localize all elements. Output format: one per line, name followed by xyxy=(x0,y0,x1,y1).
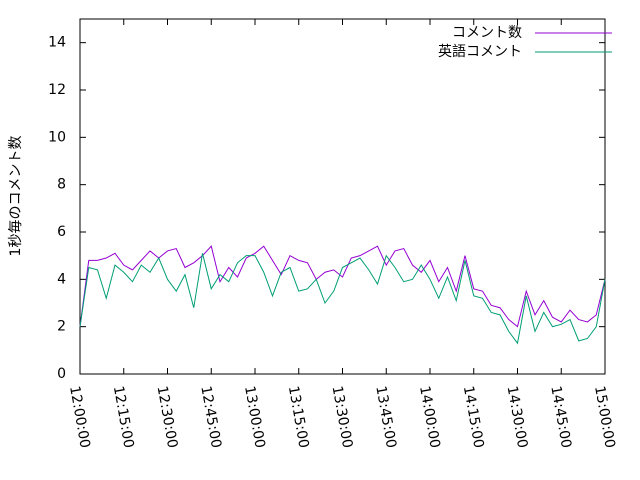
x-tick-label: 12:45:00 xyxy=(197,385,224,450)
x-tick-label: 14:30:00 xyxy=(504,385,531,450)
x-tick-label: 13:15:00 xyxy=(285,385,312,450)
y-tick-label: 0 xyxy=(57,366,66,382)
legend-label: 英語コメント xyxy=(438,43,522,60)
series-line xyxy=(79,253,606,345)
x-tick-label: 13:45:00 xyxy=(372,385,399,450)
y-tick-label: 12 xyxy=(48,82,66,98)
x-tick-label: 14:15:00 xyxy=(460,385,487,450)
x-tick-label: 12:15:00 xyxy=(110,385,137,450)
x-tick-label: 12:00:00 xyxy=(66,385,93,450)
y-tick-label: 8 xyxy=(57,177,66,193)
plot-border xyxy=(79,18,606,375)
x-tick-label: 13:30:00 xyxy=(329,385,356,450)
y-tick-label: 2 xyxy=(57,319,66,335)
x-tick-label: 12:30:00 xyxy=(154,385,181,450)
x-tick-label: 14:00:00 xyxy=(416,385,443,450)
y-tick-label: 10 xyxy=(48,129,66,145)
series-line xyxy=(79,245,606,328)
y-tick-label: 4 xyxy=(57,271,66,287)
legend-label: コメント数 xyxy=(452,25,522,41)
y-axis-label: 1秒毎のコメント数 xyxy=(8,136,24,257)
x-tick-label: 13:00:00 xyxy=(241,385,268,450)
y-tick-label: 6 xyxy=(57,224,66,240)
x-tick-label: 14:45:00 xyxy=(547,385,574,450)
x-tick-label: 15:00:00 xyxy=(591,385,618,450)
y-tick-label: 14 xyxy=(48,35,66,51)
